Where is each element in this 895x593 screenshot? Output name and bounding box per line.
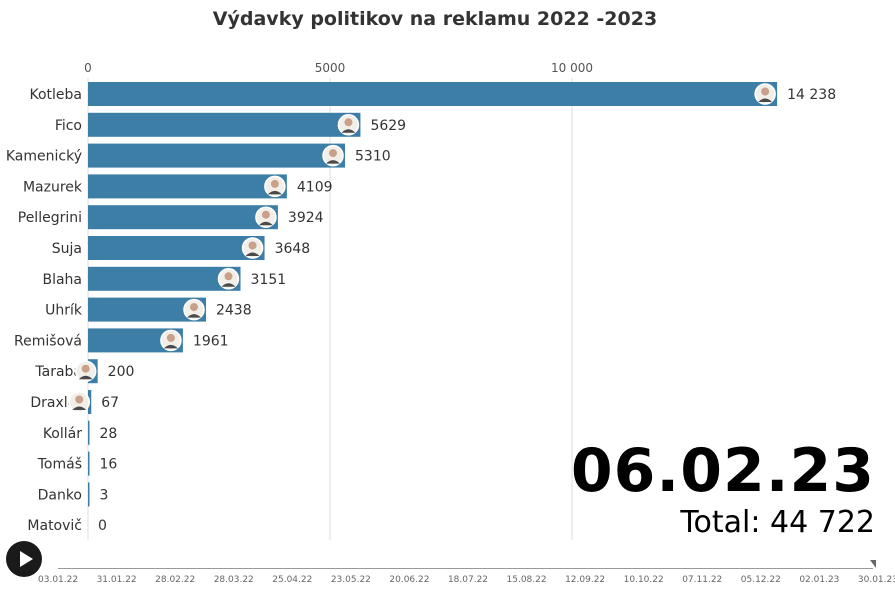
bar: [88, 451, 90, 476]
value-label: 5629: [370, 118, 406, 134]
timeline-label: 25.04.22: [272, 575, 313, 585]
timeline-label: 30.01.23: [857, 575, 895, 585]
avatar-icon-body: [326, 160, 341, 164]
category-label: Matovič: [27, 518, 82, 534]
timeline-label: 12.09.22: [565, 575, 606, 585]
bar: [88, 112, 361, 137]
avatar-icon-body: [72, 406, 87, 410]
bar: [88, 420, 90, 445]
category-label: Danko: [38, 487, 82, 503]
value-label: 28: [100, 426, 118, 442]
avatar-icon-face: [329, 149, 338, 158]
current-date: 06.02.23: [570, 436, 875, 506]
bar: [88, 205, 278, 230]
timeline-label: 03.01.22: [38, 575, 79, 585]
avatar-icon-body: [163, 344, 178, 349]
avatar-icon-face: [166, 333, 175, 342]
avatar-icon-body: [341, 129, 356, 133]
value-label: 3151: [251, 272, 287, 288]
value-label: 3924: [288, 210, 324, 226]
avatar-icon-body: [221, 283, 236, 287]
value-label: 200: [108, 364, 135, 380]
avatar-icon-face: [261, 210, 270, 219]
timeline-label: 07.11.22: [682, 575, 723, 585]
timeline-handle[interactable]: [870, 560, 876, 568]
value-label: 3: [100, 487, 109, 503]
value-label: 2438: [216, 303, 252, 319]
bar: [88, 482, 90, 507]
value-label: 14 238: [787, 87, 836, 103]
category-label: Pellegrini: [18, 210, 82, 226]
avatar-icon-face: [224, 272, 233, 281]
category-label: Fico: [55, 118, 82, 134]
avatar-icon-face: [75, 395, 84, 404]
timeline-label: 15.08.22: [506, 575, 547, 585]
value-label: 5310: [355, 149, 391, 165]
timeline-label: 20.06.22: [389, 575, 430, 585]
chart-title: Výdavky politikov na reklamu 2022 -2023: [212, 8, 658, 30]
category-label: Kollár: [43, 426, 82, 442]
bar-chart: 0 5000 10 000 Kotleba 14 238 Fico 5629 Kamenick…: [6, 61, 836, 540]
x-tick-label: 10 000: [551, 61, 593, 75]
category-label: Mazurek: [23, 179, 83, 195]
avatar-icon-face: [189, 303, 198, 312]
category-label: Uhrík: [45, 303, 83, 319]
avatar-icon-body: [245, 252, 260, 256]
bar: [88, 266, 241, 291]
category-label: Kamenický: [6, 149, 82, 165]
avatar-icon-face: [761, 87, 770, 96]
category-label: Taraba: [34, 364, 82, 380]
timeline-slider[interactable]: 03.01.22 31.01.22 28.02.22 28.03.22 25.04.22…: [38, 558, 895, 588]
category-label: Suja: [52, 241, 82, 257]
timeline-label: 10.10.22: [623, 575, 664, 585]
category-label: Kotleba: [29, 87, 82, 103]
timeline-track: [58, 568, 873, 569]
bar: [88, 236, 265, 260]
avatar-icon-face: [270, 179, 279, 188]
avatar-icon-body: [186, 314, 201, 318]
value-label: 16: [100, 457, 118, 473]
bar: [88, 143, 346, 168]
category-label: Blaha: [42, 272, 82, 288]
value-label: 1961: [193, 333, 229, 349]
avatar-icon-body: [78, 375, 93, 380]
timeline-labels: 03.01.22 31.01.22 28.02.22 28.03.22 25.04.22…: [38, 575, 895, 585]
avatar-icon-body: [267, 190, 282, 195]
timeline-label: 02.01.23: [799, 575, 840, 585]
timeline-label: 28.02.22: [155, 575, 196, 585]
bar: [88, 82, 778, 106]
timeline-label: 31.01.22: [96, 575, 137, 585]
avatar-icon-face: [344, 118, 353, 127]
timeline-label: 23.05.22: [330, 575, 371, 585]
avatar-icon-face: [81, 364, 90, 373]
play-icon[interactable]: [6, 541, 42, 577]
bar: [88, 174, 287, 199]
timeline-label: 05.12.22: [740, 575, 781, 585]
x-tick-label: 5000: [315, 61, 346, 75]
category-label: Tomáš: [37, 457, 82, 473]
timeline-label: 18.07.22: [447, 575, 489, 585]
x-tick-label: 0: [84, 61, 92, 75]
avatar-icon-face: [248, 241, 257, 250]
category-label: Remišová: [14, 333, 82, 349]
avatar-icon-body: [758, 98, 773, 102]
avatar-icon-body: [258, 221, 273, 226]
total-label: Total: 44 722: [680, 505, 875, 540]
value-label: 4109: [297, 179, 333, 195]
value-label: 3648: [275, 241, 311, 257]
value-label: 0: [98, 518, 107, 534]
value-label: 67: [101, 395, 119, 411]
timeline-label: 28.03.22: [213, 575, 254, 585]
